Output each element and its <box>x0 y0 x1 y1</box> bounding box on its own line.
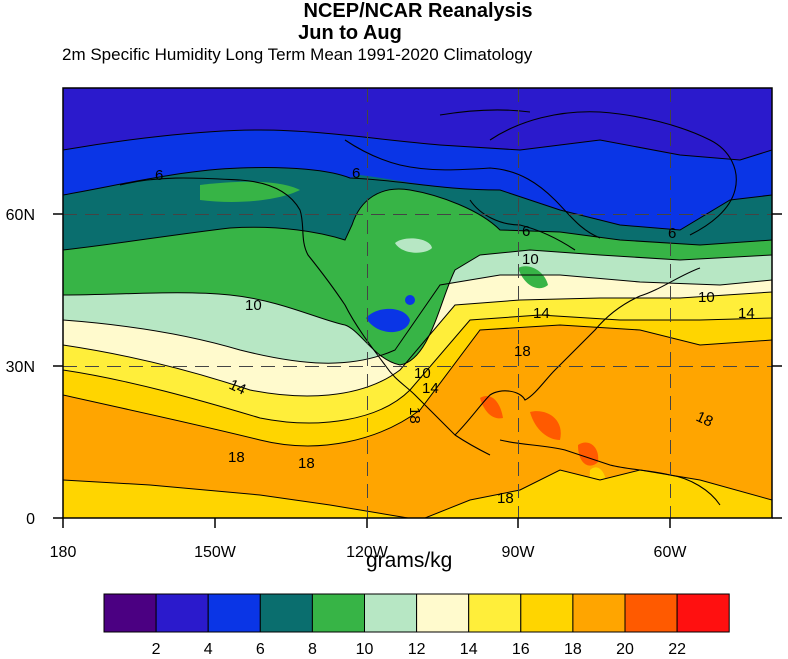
season-title: Jun to Aug <box>298 22 402 44</box>
great-lakes-patch <box>518 266 548 289</box>
x-tick-90w: 90W <box>502 544 536 561</box>
contour-lines <box>63 129 772 518</box>
y-tick-60n: 60N <box>6 207 35 224</box>
canada-patch <box>395 238 432 253</box>
contour-label: 18 <box>228 449 245 466</box>
contour-label: 18 <box>298 455 315 472</box>
colorbar-tick-label: 6 <box>256 641 265 658</box>
x-tick-60w: 60W <box>654 544 688 561</box>
colorbar-tick-label: 4 <box>204 641 213 658</box>
gridlines <box>63 88 772 518</box>
filled-contours <box>63 88 772 518</box>
contour-label: 6 <box>352 165 360 182</box>
contour-label: 6 <box>668 225 676 242</box>
colorbar-swatch <box>416 593 470 633</box>
colorbar-tick-label: 2 <box>152 641 161 658</box>
amazon-patch <box>640 474 685 501</box>
x-tick-labels: 180 150W 120W 90W 60W <box>50 544 688 561</box>
y-tick-30n: 30N <box>6 359 35 376</box>
contour-label: 10 <box>522 251 539 268</box>
contour-labels: 6 6 6 6 10 10 10 10 14 14 14 14 18 18 18… <box>155 165 755 507</box>
caribbean-high <box>530 411 561 440</box>
colorbar-swatch <box>207 593 261 633</box>
tick-marks <box>53 213 782 528</box>
colorbar-units: grams/kg <box>366 549 453 572</box>
colorbar-tick-label: 18 <box>564 641 582 658</box>
contour-label: 14 <box>226 376 248 398</box>
band-16-18-south <box>63 480 408 518</box>
contour-label: 6 <box>522 223 530 240</box>
x-tick-120w: 120W <box>346 544 389 561</box>
colorbar <box>103 593 730 633</box>
contour-label: 10 <box>414 365 431 382</box>
colorbar-swatch <box>572 593 626 633</box>
colorbar-swatch <box>520 593 574 633</box>
map-subtitle: 2m Specific Humidity Long Term Mean 1991… <box>62 45 533 64</box>
y-tick-labels: 0 30N 60N <box>6 207 35 528</box>
colorbar-swatch <box>103 593 157 633</box>
colorbar-swatch <box>624 593 678 633</box>
colorbar-tick-label: 8 <box>308 641 317 658</box>
colorbar-swatch <box>364 593 418 633</box>
contour-label: 14 <box>533 305 550 322</box>
andes-patch <box>589 467 607 502</box>
contour-label: 18 <box>514 343 531 360</box>
gulf-high <box>480 396 503 419</box>
contour-label: 10 <box>698 289 715 306</box>
plot-frame <box>62 87 773 519</box>
contour-label: 18 <box>497 490 514 507</box>
colorbar-swatch <box>311 593 365 633</box>
colorbar-swatch <box>468 593 522 633</box>
contour-label: 14 <box>422 380 439 397</box>
contour-label: 14 <box>738 305 755 322</box>
colorbar-labels: 2 4 6 8 10 12 14 16 18 20 22 <box>152 641 686 658</box>
colorbar-swatch <box>676 593 730 633</box>
dry-spot <box>405 295 415 305</box>
contour-label: 18 <box>693 408 715 430</box>
x-tick-180: 180 <box>50 544 77 561</box>
band-2-4 <box>63 88 772 160</box>
colorbar-tick-label: 20 <box>616 641 634 658</box>
great-basin-dry <box>366 308 410 333</box>
colorbar-swatch <box>155 593 209 633</box>
x-tick-150w: 150W <box>194 544 237 561</box>
colorbar-tick-label: 12 <box>408 641 426 658</box>
map-title: NCEP/NCAR Reanalysis <box>303 0 533 22</box>
colorbar-tick-label: 22 <box>668 641 686 658</box>
alaska-moist-patch <box>200 181 300 202</box>
coastlines <box>119 109 737 506</box>
colorbar-tick-label: 14 <box>460 641 478 658</box>
contour-label: 6 <box>155 167 163 184</box>
y-tick-0: 0 <box>26 511 35 528</box>
colorbar-tick-label: 16 <box>512 641 530 658</box>
contour-label: 10 <box>245 297 262 314</box>
colorbar-tick-label: 10 <box>356 641 374 658</box>
contour-label: 18 <box>406 407 423 424</box>
colorbar-swatch <box>259 593 313 633</box>
